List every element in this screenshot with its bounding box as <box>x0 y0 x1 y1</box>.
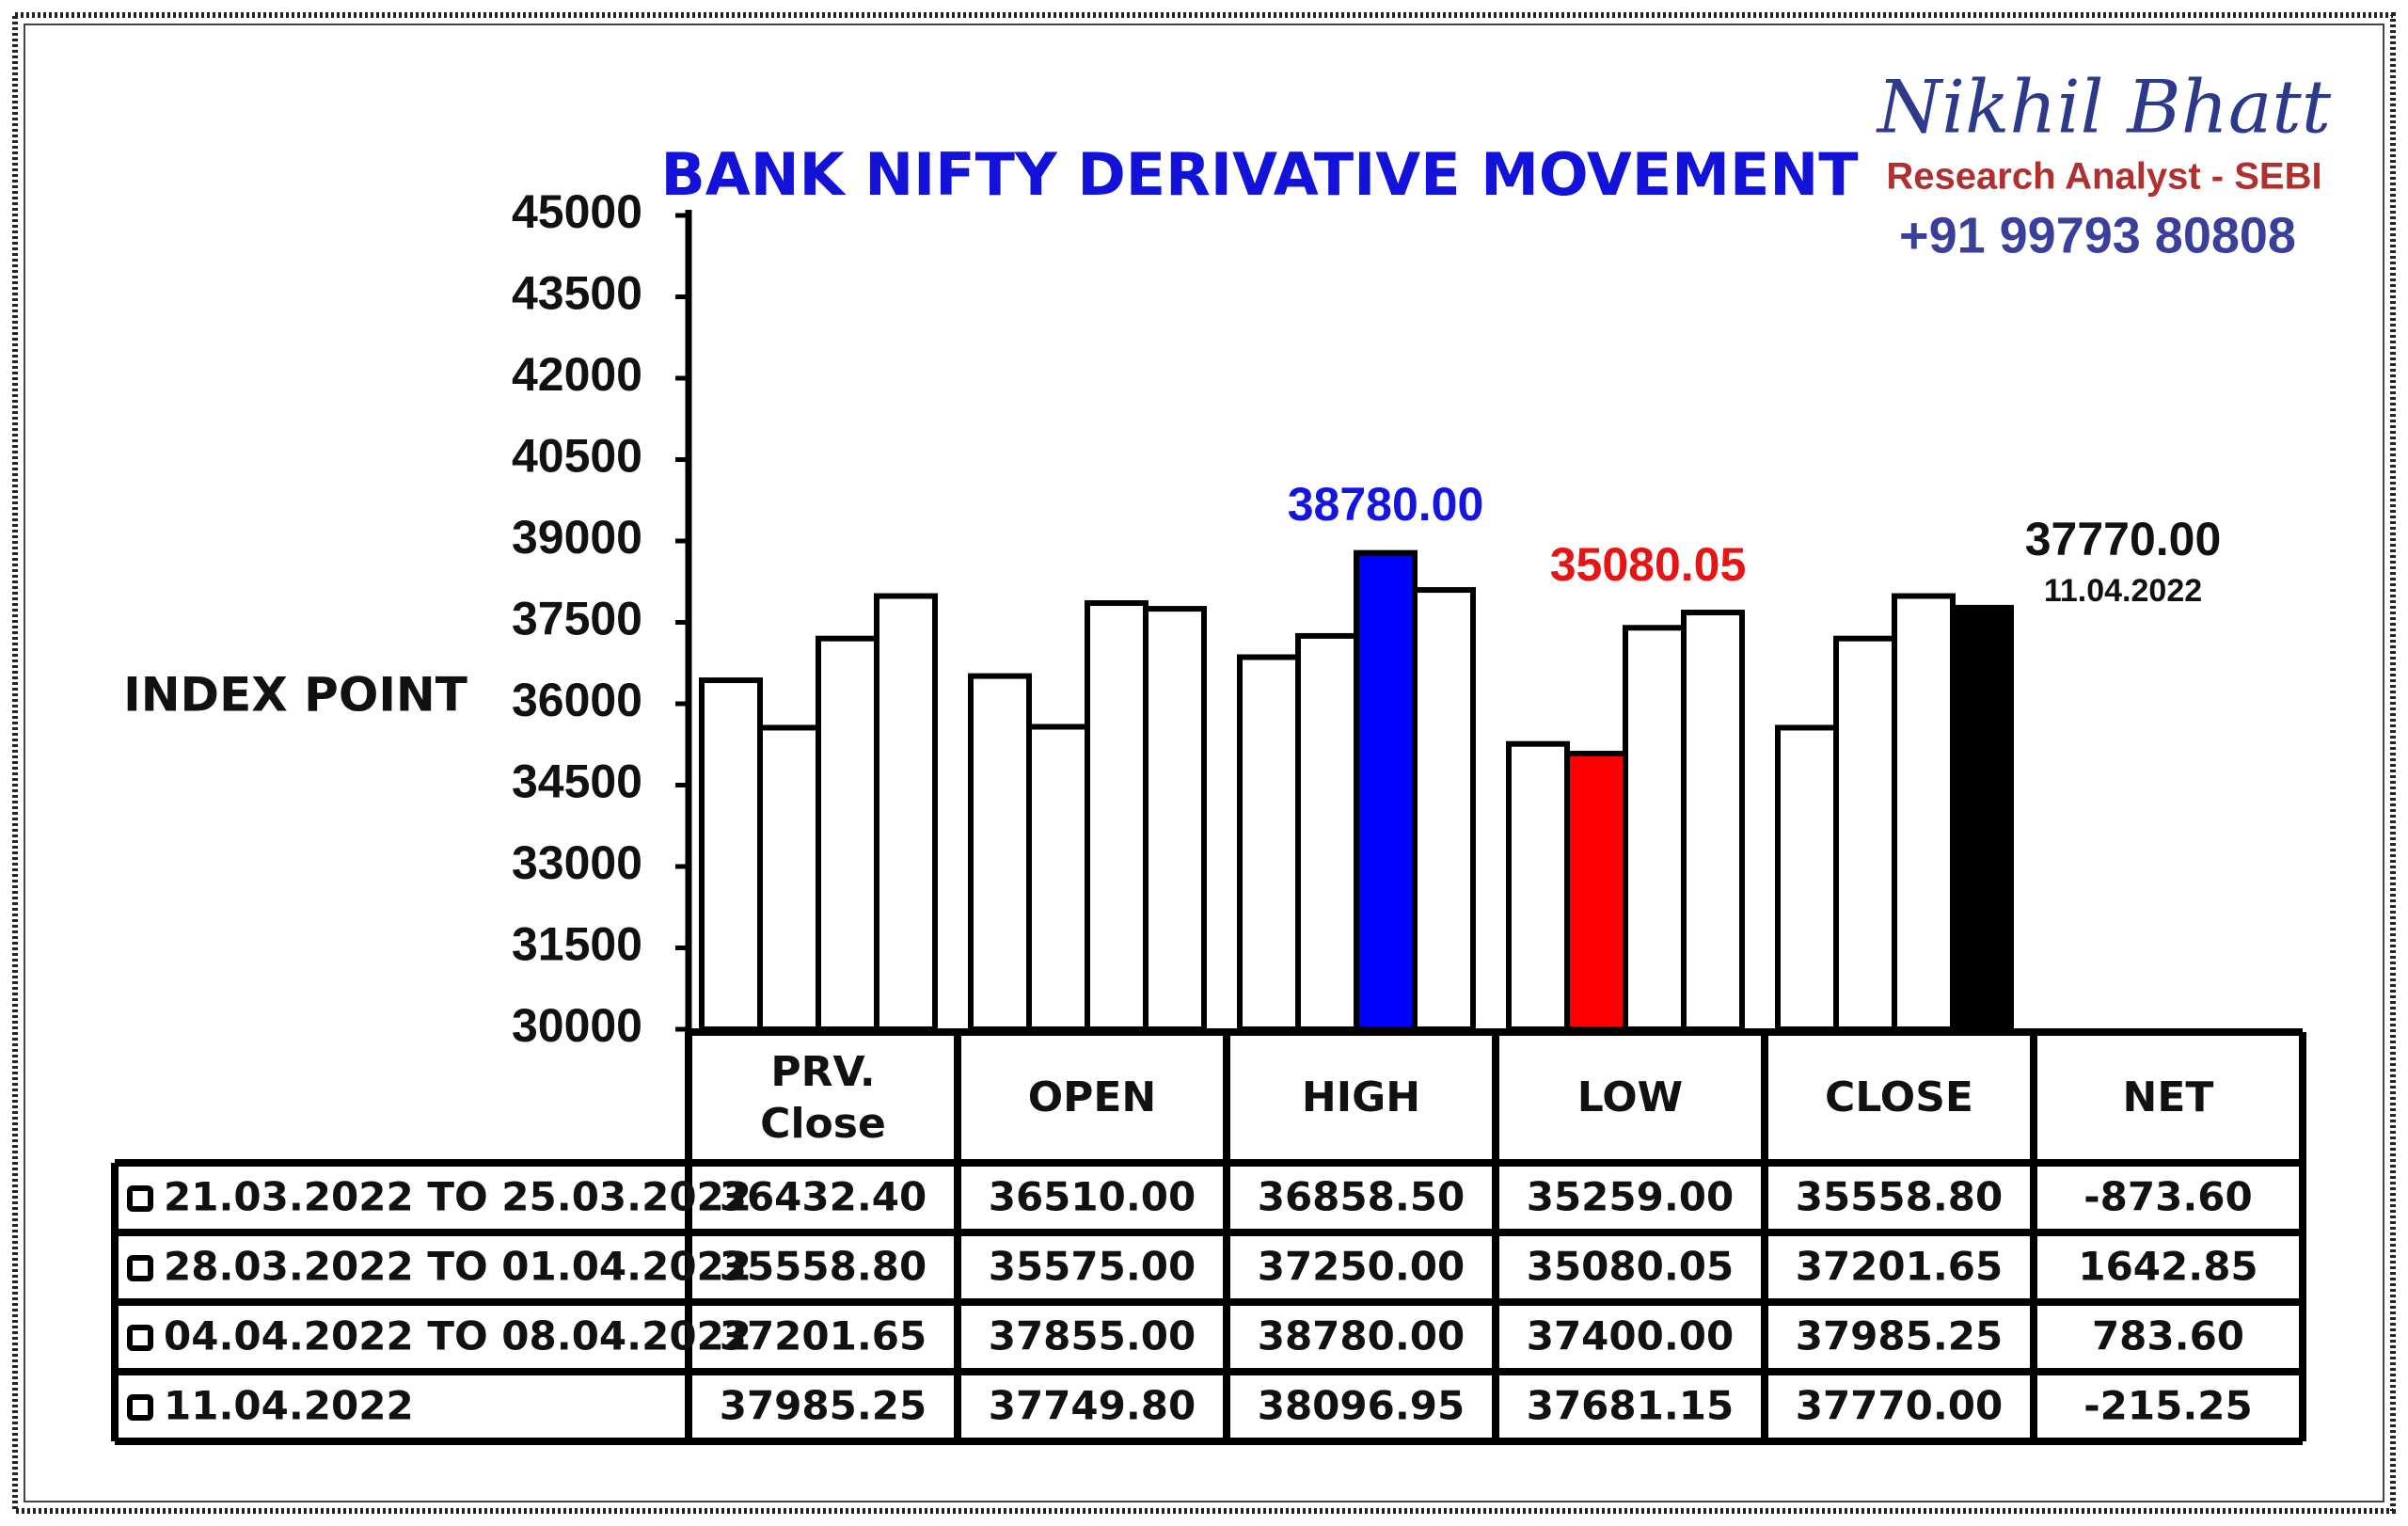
y-tick-label: 30000 <box>512 999 642 1052</box>
net-cell: -873.60 <box>2083 1174 2253 1220</box>
bar <box>874 593 938 1033</box>
bar <box>757 724 821 1032</box>
bar <box>1295 632 1359 1033</box>
bar <box>1354 549 1418 1032</box>
bar <box>699 677 763 1032</box>
row-label: 21.03.2022 TO 25.03.2022 <box>164 1174 752 1220</box>
brand-phone: +91 99793 80808 <box>1899 207 2296 263</box>
row-marker <box>127 1325 153 1351</box>
row-label: 11.04.2022 <box>164 1383 414 1429</box>
net-cell: 783.60 <box>2092 1313 2244 1359</box>
data-label-date: 11.04.2022 <box>2044 573 2202 609</box>
table-cell: 35558.80 <box>720 1244 927 1290</box>
table-cell: 38096.95 <box>1258 1383 1465 1429</box>
table-cell: 36858.50 <box>1258 1174 1465 1220</box>
bar <box>1833 635 1897 1032</box>
table-cell: 37201.65 <box>1796 1244 2004 1290</box>
bar <box>1085 600 1149 1032</box>
bar <box>1892 593 1956 1033</box>
y-tick-label: 40500 <box>512 430 642 483</box>
brand-role: Research Analyst - SEBI <box>1886 156 2321 198</box>
table-cell: 37201.65 <box>720 1313 927 1359</box>
data-label: 38780.00 <box>1288 478 1484 531</box>
table-cell: 37855.00 <box>989 1313 1196 1359</box>
y-tick-label: 42000 <box>512 348 642 401</box>
column-header: CLOSE <box>1825 1073 1973 1121</box>
column-header: NET <box>2122 1073 2214 1121</box>
bar <box>1623 625 1687 1032</box>
y-tick-label: 31500 <box>512 918 642 971</box>
table-cell: 37749.80 <box>989 1383 1196 1429</box>
row-label: 04.04.2022 TO 08.04.2022 <box>164 1313 752 1359</box>
row-label: 28.03.2022 TO 01.04.2022 <box>164 1244 752 1290</box>
bar <box>1237 654 1301 1032</box>
column-header: HIGH <box>1301 1073 1421 1121</box>
row-marker <box>127 1255 153 1281</box>
table-cell: 38780.00 <box>1258 1313 1465 1359</box>
table-cell: 37400.00 <box>1527 1313 1735 1359</box>
bar <box>1412 587 1476 1032</box>
bar <box>968 673 1032 1033</box>
frame-inner <box>24 24 2384 1502</box>
column-header: LOW <box>1576 1073 1684 1121</box>
y-tick-label: 36000 <box>512 674 642 726</box>
y-tick-label: 33000 <box>512 836 642 889</box>
table-cell: 35259.00 <box>1527 1174 1735 1220</box>
table-cell: 35575.00 <box>989 1244 1196 1290</box>
table-cell: 35558.80 <box>1796 1174 2004 1220</box>
bar <box>1026 723 1090 1033</box>
bar <box>1143 606 1207 1032</box>
brand-name: Nikhil Bhatt <box>1876 66 2332 151</box>
y-tick-label: 45000 <box>512 185 642 238</box>
y-tick-label: 34500 <box>512 755 642 808</box>
bar <box>1681 610 1745 1033</box>
table-cell: 35080.05 <box>1527 1244 1735 1290</box>
table-cell: 37770.00 <box>1796 1383 2004 1429</box>
row-marker <box>127 1185 153 1212</box>
bar <box>1506 740 1570 1033</box>
y-axis-label: INDEX POINT <box>123 668 467 723</box>
net-cell: 1642.85 <box>2078 1244 2258 1290</box>
table-cell: 37985.25 <box>1796 1313 2004 1359</box>
bar <box>816 635 879 1032</box>
bar <box>1950 604 2014 1032</box>
bar <box>1775 724 1839 1032</box>
bar <box>1564 751 1628 1033</box>
table-cell: 36432.40 <box>720 1174 927 1220</box>
frame <box>12 12 2396 1514</box>
chart-title: BANK NIFTY DERIVATIVE MOVEMENT <box>661 140 1859 209</box>
y-tick-label: 37500 <box>512 593 642 645</box>
table-cell: 37681.15 <box>1527 1383 1735 1429</box>
row-marker <box>127 1394 153 1421</box>
table-cell: 37250.00 <box>1258 1244 1465 1290</box>
column-header: PRV. Close <box>760 1047 886 1148</box>
net-cell: -215.25 <box>2083 1383 2253 1429</box>
column-header: OPEN <box>1027 1073 1157 1121</box>
data-label: 35080.05 <box>1550 538 1747 591</box>
table-cell: 36510.00 <box>989 1174 1196 1220</box>
table-cell: 37985.25 <box>720 1383 927 1429</box>
y-tick-label: 43500 <box>512 267 642 320</box>
data-label: 37770.00 <box>2025 513 2222 565</box>
y-tick-label: 39000 <box>512 511 642 564</box>
